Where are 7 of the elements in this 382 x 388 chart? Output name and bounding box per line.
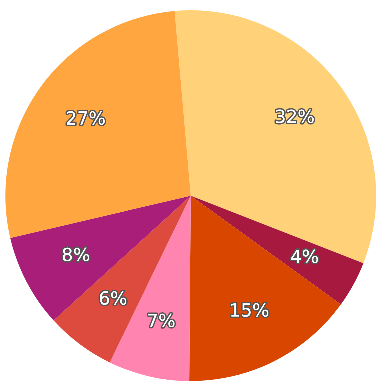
data-label: 8% [63, 248, 90, 262]
data-label: 32% [276, 110, 314, 124]
data-label: 4% [291, 250, 318, 264]
data-label: 27% [67, 111, 105, 126]
data-label: 6% [100, 291, 127, 306]
data-label: 15% [231, 303, 269, 317]
data-label: 7% [148, 314, 175, 328]
